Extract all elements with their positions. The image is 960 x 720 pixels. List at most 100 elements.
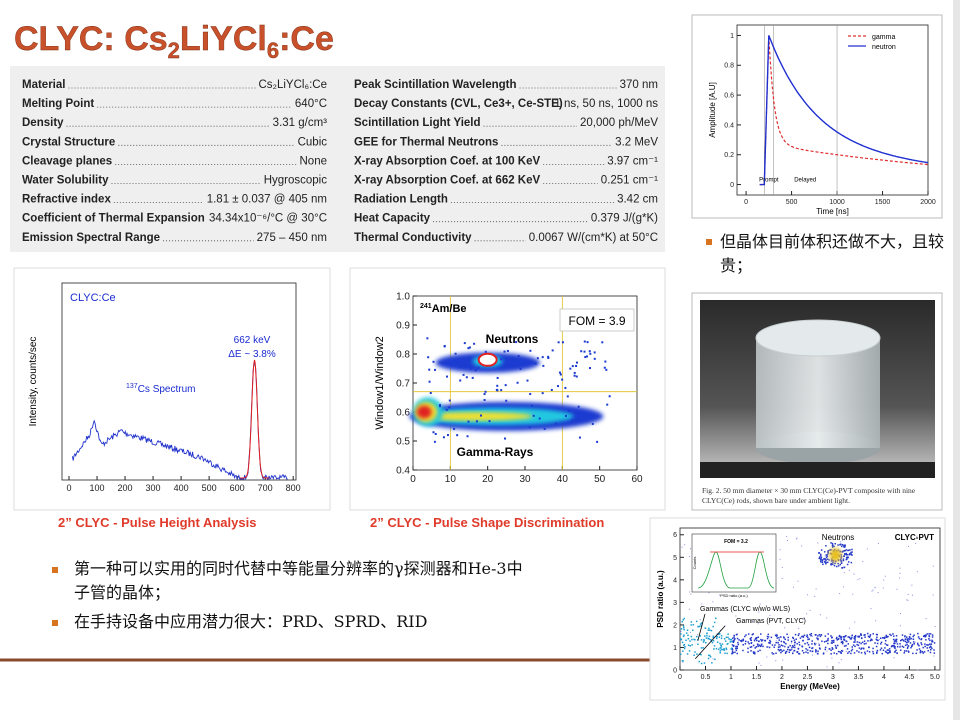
scatter-dot [468,357,471,360]
scatter-dot [823,561,826,563]
scatter-dot [828,648,831,650]
scatter-dot [846,648,849,650]
scatter-dot [764,639,766,642]
scatter-dot [902,646,905,648]
scatter-dot [808,646,811,649]
scatter-dot [795,538,797,540]
scatter-dot [831,546,834,548]
scatter-dot [690,548,692,550]
scatter-dot [745,634,747,636]
scatter-dot [752,633,754,635]
scatter-dot [907,650,910,653]
scatter-dot [680,653,682,656]
scatter-dot [811,654,813,656]
scatter-dot [924,645,926,648]
scatter-dot [802,635,804,638]
scatter-dot [830,542,832,544]
scatter-dot [715,637,718,640]
x-tick-label: 200 [118,483,133,493]
scatter-dot [811,647,814,649]
scatter-dot [532,414,535,417]
scatter-dot [789,644,791,647]
property-value: Cs₂LiYCl₆:Ce [258,79,327,91]
scatter-dot [885,651,888,654]
scatter-dot [833,652,835,654]
scatter-dot [845,549,847,551]
scatter-dot [428,380,431,383]
scatter-dot [809,609,811,611]
scatter-dot [795,638,797,640]
scatter-dot [737,641,739,644]
scatter-dot [477,366,480,369]
scatter-dot [928,643,931,645]
scatter-dot [841,567,843,569]
scatter-dot [747,633,750,635]
property-value: 370 nm [620,79,658,91]
scatter-dot [861,647,863,649]
scatter-dot [781,578,783,580]
scatter-dot [459,365,462,368]
scatter-dot [893,644,895,647]
scatter-dot [842,586,844,588]
scatter-dot [690,635,693,638]
scatter-dot [792,646,795,648]
x-tick-label: 2.5 [803,674,813,681]
scatter-dot [529,349,532,352]
scatter-dot [856,650,858,652]
scatter-dot [740,640,743,643]
scatter-dot [726,652,728,655]
scatter-dot [759,649,761,652]
scatter-dot [780,644,783,646]
scatter-dot [758,611,760,613]
scatter-dot [448,399,451,402]
scatter-dot [686,653,689,655]
source-name: Am/Be [432,303,467,315]
scatter-dot [717,648,720,651]
scatter-dot [751,633,754,636]
scatter-dot [591,422,594,425]
scatter-dot [840,649,843,652]
scatter-dot [834,542,837,545]
scatter-dot [926,644,928,646]
scatter-dot [844,635,846,638]
scatter-dot [580,350,583,353]
region-label: Neutrons [486,332,539,346]
scatter-dot [815,588,817,590]
scatter-dot [830,653,832,655]
scatter-dot [466,435,469,438]
scatter-dot [709,656,712,658]
scatter-dot [850,561,853,564]
scatter-dot [708,635,711,638]
property-value: Cubic [298,136,328,148]
property-label: Cleavage planes [22,155,112,167]
x-tick-label: 4 [882,674,886,681]
scatter-dot [892,633,894,635]
scatter-dot [780,651,782,654]
scatter-dot [427,356,430,359]
scatter-dot [722,648,725,651]
scatter-dot [840,641,843,644]
scatter-dot [776,634,778,637]
scatter-dot [730,647,733,650]
scatter-dot [783,641,786,644]
scatter-dot [724,640,727,642]
scatter-dot [866,632,869,635]
scatter-dot [880,641,883,644]
title-part: :Ce [279,20,334,58]
scatter-dot [745,640,747,643]
scatter-dot [875,620,877,622]
scatter-dot [831,636,833,639]
scatter-dot [811,640,813,642]
property-value: Hygroscopic [264,175,328,187]
scatter-dot [753,651,756,654]
scatter-dot [735,645,737,648]
scatter-dot [907,599,909,601]
property-label: Thermal Conductivity [354,232,472,244]
x-tick-label: 500 [786,199,798,206]
scatter-dot [542,364,545,367]
scatter-dot [847,652,849,654]
gamma-curve [759,35,929,186]
scatter-dot [853,637,855,640]
scatter-dot [814,643,816,646]
scatter-dot [928,635,930,637]
